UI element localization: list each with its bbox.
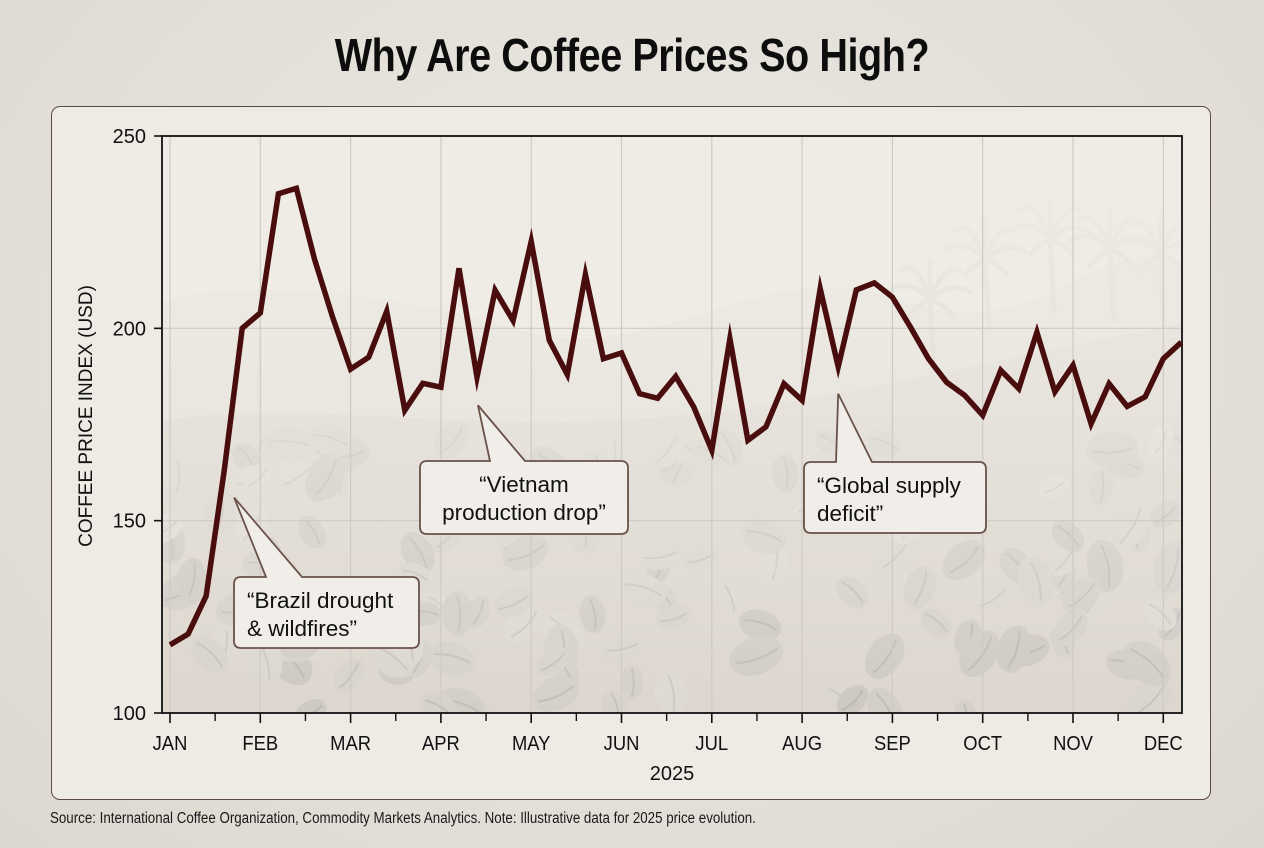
x-tick-label: JAN — [153, 733, 188, 755]
x-tick-label: DEC — [1144, 733, 1183, 755]
callout-text: deficit” — [817, 501, 883, 526]
x-tick-label: AUG — [782, 733, 822, 755]
y-tick-label: 150 — [113, 511, 146, 533]
x-tick-label: APR — [422, 733, 460, 755]
annotations: “Brazil drought & wildfires” “Vietnam produ… — [233, 393, 987, 649]
callout-1: “Vietnam production drop” — [419, 404, 629, 535]
series-layer — [168, 184, 1184, 648]
y-tick-label: 100 — [113, 703, 146, 725]
axes: 100 150 200 250 JAN FEB MAR APR MAY JUN JUL AUG SEP O… — [113, 126, 1183, 755]
y-tick-label: 250 — [113, 126, 146, 148]
x-tick-label: FEB — [242, 733, 278, 755]
gridlines — [162, 136, 1182, 713]
price-line — [168, 184, 1184, 648]
x-tick-label: MAR — [330, 733, 371, 755]
x-tick-label: JUN — [604, 733, 640, 755]
plot-background — [162, 136, 1182, 713]
x-tick-label: OCT — [963, 733, 1002, 755]
callout-2: “Global supply deficit” — [803, 393, 987, 534]
x-axis-label: 2025 — [650, 763, 695, 785]
callout-text: production drop” — [442, 500, 606, 525]
callout-text: “Global supply — [817, 473, 962, 498]
x-tick-label: MAY — [512, 733, 551, 755]
x-tick-label: JUL — [695, 733, 728, 755]
y-tick-label: 200 — [113, 318, 146, 340]
y-axis-label: COFFEE PRICE INDEX (USD) — [76, 285, 97, 547]
plot-frame — [161, 135, 1183, 714]
x-tick-label: NOV — [1053, 733, 1093, 755]
x-tick-label: SEP — [874, 733, 911, 755]
callout-text: “Vietnam — [479, 472, 569, 497]
callout-bubble — [419, 404, 629, 535]
source-note: Source: International Coffee Organizatio… — [50, 810, 756, 827]
callout-text: “Brazil drought — [247, 588, 394, 613]
callout-0: “Brazil drought & wildfires” — [233, 497, 420, 649]
chart-title: Why Are Coffee Prices So High? — [334, 29, 930, 81]
callout-bubble — [233, 497, 420, 649]
callout-text: & wildfires” — [247, 616, 357, 641]
callout-bubble — [803, 393, 987, 534]
